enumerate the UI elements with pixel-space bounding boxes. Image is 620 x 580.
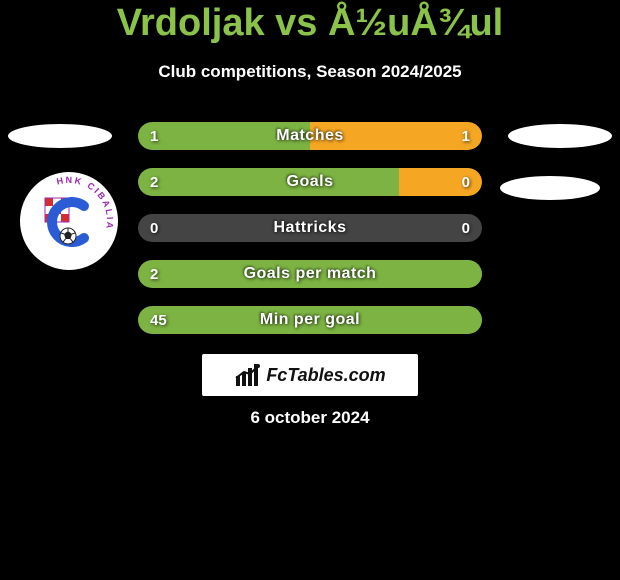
brand-box: FcTables.com (202, 354, 418, 396)
page-subtitle: Club competitions, Season 2024/2025 (0, 62, 620, 82)
stats-container: 11Matches 20Goals 00Hattricks 2Goals per ma… (138, 122, 482, 352)
player-marker-right-blank (508, 124, 612, 148)
stat-row: 45Min per goal (138, 306, 482, 334)
brand-chart-icon (234, 362, 262, 388)
player-marker-left-blank (8, 124, 112, 148)
stat-row: 2Goals per match (138, 260, 482, 288)
page-title: Vrdoljak vs Å½uÅ¾ul (0, 2, 620, 45)
stat-label: Hattricks (138, 214, 482, 242)
stat-row: 20Goals (138, 168, 482, 196)
brand-text: FcTables.com (266, 365, 385, 386)
stat-label: Goals (138, 168, 482, 196)
stat-label: Min per goal (138, 306, 482, 334)
club-badge-left: HNK CIBALIA (20, 172, 118, 270)
comparison-card: Vrdoljak vs Å½uÅ¾ul Club competitions, S… (0, 0, 620, 580)
club-badge-icon: HNK CIBALIA (20, 172, 118, 270)
stat-label: Matches (138, 122, 482, 150)
stat-row: 11Matches (138, 122, 482, 150)
date-line: 6 october 2024 (0, 408, 620, 428)
stat-row: 00Hattricks (138, 214, 482, 242)
club-marker-right-blank (500, 176, 600, 200)
stat-label: Goals per match (138, 260, 482, 288)
